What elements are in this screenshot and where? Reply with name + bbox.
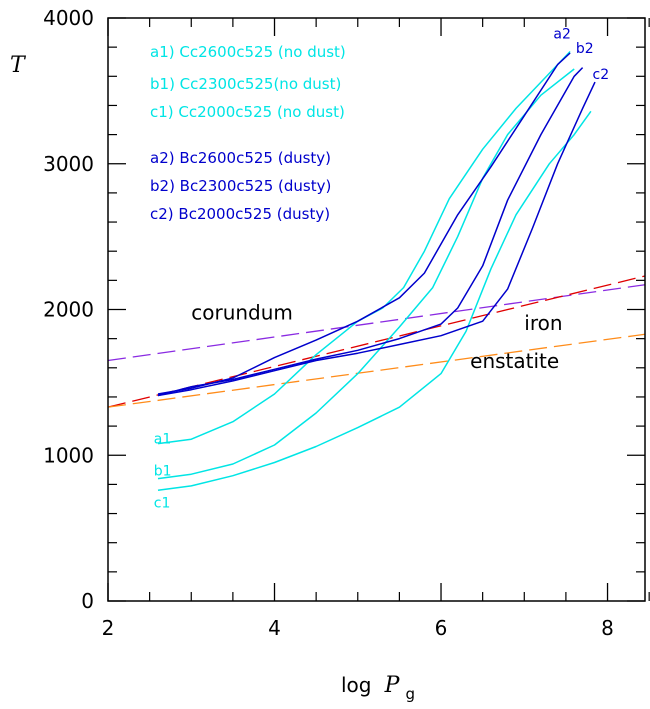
corundum-label: corundum <box>191 301 293 325</box>
x-axis-title-symbol: P <box>384 673 401 698</box>
legend-entry: c1) Cc2000c525 (no dust) <box>150 103 345 121</box>
plot-frame <box>107 17 646 602</box>
series-b2-label: b2 <box>576 41 594 57</box>
model-curves <box>157 50 596 491</box>
tick-labels: 2 4 6 8 0 1000 2000 3000 4000 <box>43 6 614 640</box>
x-axis-title: log P g <box>341 673 415 703</box>
x-axis-title-prefix: log <box>341 673 372 697</box>
y-axis-title: T <box>10 53 27 78</box>
enstatite-label: enstatite <box>470 349 559 373</box>
condensation-labels: corundum iron enstatite <box>191 301 562 373</box>
x-tick-label: 8 <box>601 616 614 640</box>
iron-label: iron <box>524 311 562 335</box>
series-b1-line <box>157 68 575 480</box>
series-c2-line <box>157 81 596 397</box>
y-tick-label: 3000 <box>43 152 94 176</box>
legend-entry: b2) Bc2300c525 (dusty) <box>150 177 331 195</box>
y-tick-label: 4000 <box>43 6 94 30</box>
series-c2-label: c2 <box>593 67 610 83</box>
x-tick-label: 2 <box>102 616 115 640</box>
x-tick-label: 6 <box>435 616 448 640</box>
series-b2-line <box>157 67 584 397</box>
x-axis-title-subscript: g <box>406 685 416 703</box>
series-c1-label: c1 <box>154 496 171 512</box>
enstatite-condensation-line <box>107 333 646 408</box>
curve-labels: a1 b1 c1 a2 b2 c2 <box>154 26 609 511</box>
legend-entry: b1) Cc2300c525(no dust) <box>150 75 341 93</box>
legend-entry: a2) Bc2600c525 (dusty) <box>150 149 331 167</box>
y-tick-label: 2000 <box>43 298 94 322</box>
x-tick-label: 4 <box>268 616 281 640</box>
y-tick-label: 1000 <box>43 443 94 467</box>
series-a1-label: a1 <box>154 432 172 448</box>
series-a2-label: a2 <box>553 26 571 42</box>
series-a2-line <box>157 52 571 395</box>
series-b1-label: b1 <box>154 464 172 480</box>
legend-entry: c2) Bc2000c525 (dusty) <box>150 205 330 223</box>
legend-entry: a1) Cc2600c525 (no dust) <box>150 43 346 61</box>
series-a1-line <box>157 50 571 445</box>
legend: a1) Cc2600c525 (no dust) b1) Cc2300c525(n… <box>150 43 346 223</box>
y-tick-label: 0 <box>81 589 94 613</box>
series-c1-line <box>157 110 592 491</box>
